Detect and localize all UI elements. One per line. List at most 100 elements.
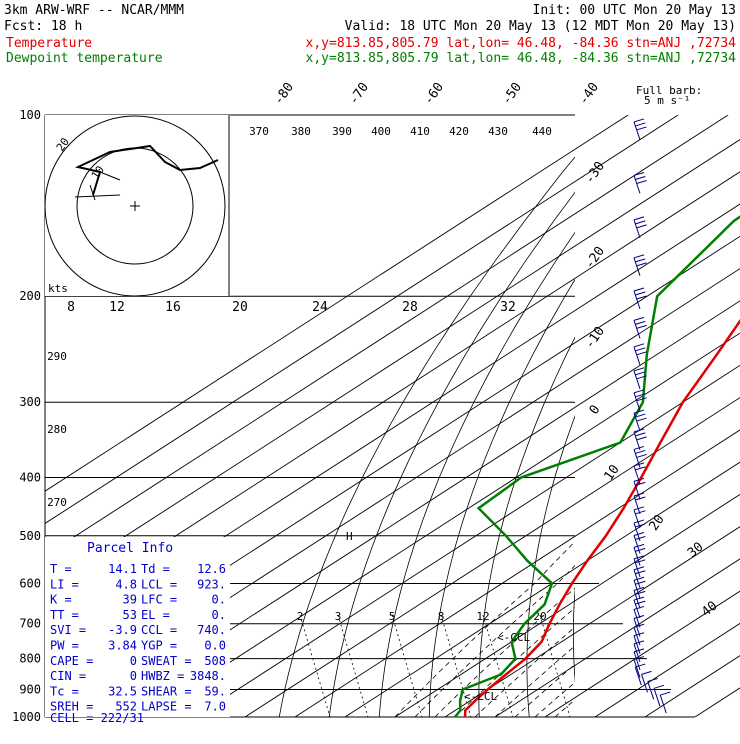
parcel-info-value: CIN = [50,669,86,683]
dry-adiabat-line [573,586,575,684]
wind-barb-staff [633,495,641,515]
barb-legend-title: Full barb: [636,84,702,97]
isotherm-line [45,115,729,557]
parcel-info-value: 0 [130,669,137,683]
wind-barb-staff [634,666,642,686]
parcel-info-value: K = [50,593,72,607]
wind-barb-flag [636,417,647,422]
isotherm-label: 20 [646,512,667,533]
pressure-label: 400 [19,470,41,484]
wind-barb-staff [633,370,641,389]
moist-adiabat-line [394,541,575,717]
parcel-info-value: EL = [141,608,170,622]
theta-e-label: 280 [47,423,67,436]
theta-e-label: 370 [249,125,269,138]
wind-barb-flag [636,262,647,267]
wind-barb-flag [647,677,658,682]
parcel-info-value: Tc = [50,684,79,698]
wind-barb-staff [633,392,641,411]
wind-barb-staff [633,346,641,365]
isotherm-line [94,300,740,717]
pressure-label: 300 [19,395,41,409]
wind-barb-flag [635,413,646,418]
parcel-info-value: 32.5 [108,684,137,698]
mixing-ratio-label: 2 [297,610,304,623]
dewpoint-legend-label: Dewpoint temperature [6,51,163,66]
isotherm-line [244,397,740,717]
wind-barb-flag [633,576,645,581]
pressure-label: 1000 [12,710,41,724]
wind-barb-flag [635,320,646,325]
hodograph-trace [74,144,219,196]
wind-barb-flag [633,531,645,536]
wind-barb-flag [635,347,646,352]
wind-barb-flag [633,519,645,524]
ccl-annotation: <-CCL [497,631,530,644]
model-title: 3km ARW-WRF -- NCAR/MMM [4,3,184,18]
wind-barb-flag [636,295,647,300]
wind-barb-flag [635,258,646,263]
wind-barb-flag [635,663,646,668]
wind-barb-flag [653,684,665,689]
isotherm-label: -30 [582,159,608,187]
moist-adiabat-line [454,607,575,717]
parcel-info-value: 53 [123,608,137,622]
isotherm-label: -50 [499,80,525,108]
wind-barb-flag [633,596,645,601]
dry-adiabat-line [328,191,575,717]
wind-barb-flag [635,570,646,575]
wind-barb-flag [635,510,646,515]
parcel-cell: CELL = 222/31 [50,711,144,725]
theta-e-label: 380 [291,125,311,138]
isotherm-label: -20 [582,244,608,272]
theta-e-label: 410 [410,125,430,138]
wind-barb-flag [641,670,652,675]
wind-barb-staff [633,509,641,528]
parcel-info-value: HWBZ = [141,669,184,683]
valid-time: Valid: 18 UTC Mon 20 May 13 (12 MDT Mon … [345,19,736,34]
wind-barb-staff [633,219,641,239]
parcel-info-value: 39 [123,593,137,607]
parcel-info-value: LCL = [141,577,177,591]
mixing-ratio-line [299,614,331,717]
isotherm-line [494,558,740,717]
hodograph-speed-label: 12 [109,300,125,315]
parcel-info-value: YGP = [141,639,177,653]
mixing-ratio-line [391,614,423,717]
temperature-line [463,318,740,718]
isotherm-label: -10 [582,324,608,352]
wind-barb-flag [635,432,646,437]
wind-barb-flag [633,409,645,414]
parcel-info-value: LFC = [141,593,177,607]
wind-barb-flag [636,436,647,441]
parcel-info-value: 740. [197,623,226,637]
hodograph-speed-label: 32 [500,300,516,315]
forecast-hour: Fcst: 18 h [4,19,82,34]
parcel-info-value: 923. [197,577,226,591]
wind-barb-flag [633,615,645,619]
parcel-info-value: LAPSE = [141,700,192,714]
hodograph-speed-label: 24 [312,300,328,315]
dry-adiabat-line [378,231,575,717]
parcel-info-title: Parcel Info [87,541,173,556]
isotherm-line [45,115,679,524]
wind-barb-flag [635,496,646,501]
dewpoint-line [454,215,740,718]
wind-barb-flag [633,623,645,628]
lcl-annotation: <-LCL [464,690,497,703]
wind-barb-staff [647,681,655,700]
wind-barb-flag [635,393,646,398]
wind-barb-flag [636,224,647,229]
mixing-ratio-label: 8 [438,610,445,623]
pressure-label: 100 [19,108,41,122]
parcel-info-value: -3.9 [108,623,137,637]
parcel-info-value: PW = [50,639,79,653]
wind-barb-staff [633,412,641,432]
barb-legend-units: 5 m s⁻¹ [644,94,690,107]
wind-barb-staff [633,320,641,339]
mixing-ratio-line [539,614,571,717]
mixing-ratio-label: 3 [335,610,342,623]
parcel-info-value: 59. [204,684,226,698]
mixing-ratio-label: 5 [389,610,396,623]
